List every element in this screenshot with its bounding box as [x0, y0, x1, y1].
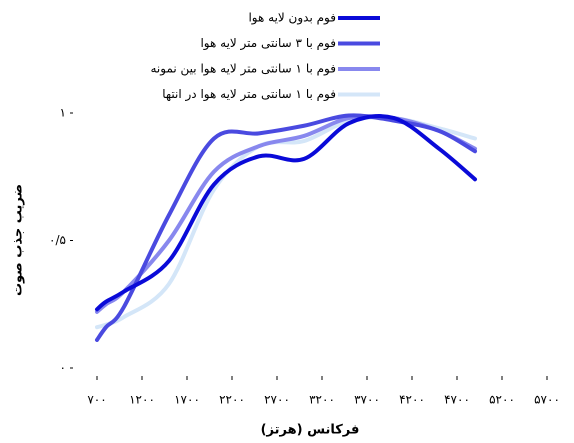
series-line: [95, 113, 477, 342]
x-tick-label: ۲۲۰۰: [219, 393, 245, 407]
x-tick-label: ۵۲۰۰: [489, 393, 515, 407]
legend-label: فوم با ۳ سانتی متر لایه هوا: [200, 36, 336, 51]
series-line: [95, 114, 477, 312]
x-tick-label: ۴۲۰۰: [399, 393, 425, 407]
x-tick-label: ۴۷۰۰: [444, 393, 470, 407]
y-tick-label: ۱: [60, 106, 66, 120]
series-line: [95, 115, 477, 330]
x-tick-label: ۷۰۰: [87, 393, 106, 407]
x-tick-label: ۲۷۰۰: [264, 393, 290, 407]
x-axis-label: فرکانس (هرتز): [261, 423, 360, 438]
x-tick-label: ۳۲۰۰: [309, 393, 335, 407]
x-tick-label: ۵۷۰۰: [534, 393, 560, 407]
series-line: [95, 114, 477, 314]
y-axis-label: ضریب جذب صوت: [11, 184, 26, 296]
x-tick-label: ۱۲۰۰: [129, 393, 155, 407]
legend-label: فوم بدون لایه هوا: [248, 11, 336, 26]
y-tick-label: ٠/۵: [49, 233, 66, 247]
legend-label: فوم با ۱ سانتی متر لایه هوا در انتها: [162, 87, 336, 102]
x-tick-label: ۳۷۰۰: [354, 393, 380, 407]
y-tick-label: ٠: [60, 361, 66, 375]
x-tick-label: ۱۷۰۰: [174, 393, 200, 407]
legend-label: فوم با ۱ سانتی متر لایه هوا بین نمونه: [150, 62, 336, 77]
